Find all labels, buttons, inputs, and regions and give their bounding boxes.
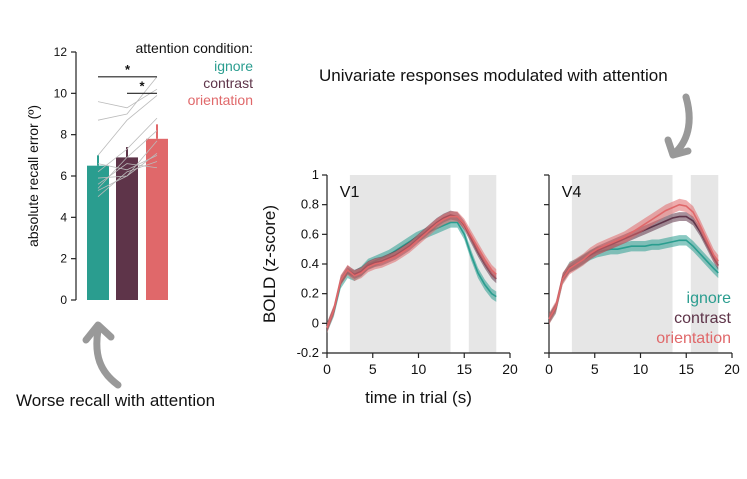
- subject-line: [97, 76, 158, 121]
- y-tick-label: 0: [60, 293, 67, 307]
- series-line-orientation: [548, 203, 719, 320]
- band-orientation: [549, 198, 719, 325]
- x-tick-label: 10: [633, 361, 649, 377]
- recall-error-bar-chart: 0 2 4 6 8 10 12 absolute recall error (º) * * atte…: [25, 40, 253, 307]
- subject-line: [97, 140, 158, 179]
- x-tick-label: 20: [502, 361, 518, 377]
- y-tick-label: 4: [60, 210, 67, 224]
- x-tick-label: 5: [369, 361, 377, 377]
- x-tick-label: 10: [411, 361, 427, 377]
- y-tick-label: 6: [60, 169, 67, 183]
- x-tick-label: 5: [591, 361, 599, 377]
- y-tick-label: 0.2: [301, 286, 319, 301]
- legend-contrast: contrast: [674, 310, 731, 327]
- x-tick-label: 20: [724, 361, 740, 377]
- y-tick-label: 8: [60, 128, 67, 142]
- subject-line: [97, 130, 158, 189]
- legend-ignore: ignore: [687, 290, 732, 307]
- subject-line: [97, 117, 158, 173]
- subject-line: [97, 95, 158, 156]
- v4-bold-timecourse-chart: 0 5 10 15 20 V4 ignore contrast orientation: [544, 174, 740, 377]
- y-tick-label: 0: [312, 315, 319, 330]
- panel-title: V4: [562, 184, 582, 201]
- subject-line: [97, 154, 158, 171]
- y-axis-label: BOLD (z-score): [260, 205, 279, 323]
- annotation-arrows: [82, 93, 693, 389]
- y-tick-label: 0.8: [301, 197, 319, 212]
- bar-ignore: [87, 165, 109, 300]
- y-tick-label: 1: [312, 167, 319, 182]
- legend-orientation: orientation: [656, 330, 731, 347]
- y-tick-label: -0.2: [297, 345, 319, 360]
- legend-orientation: orientation: [188, 92, 253, 108]
- x-tick-label: 15: [678, 361, 694, 377]
- right-caption: Univariate responses modulated with atte…: [319, 66, 668, 85]
- significance-star: *: [125, 62, 131, 77]
- y-tick-label: 2: [60, 252, 67, 266]
- y-tick-label: 10: [54, 86, 68, 100]
- curved-arrow-up: [93, 326, 122, 389]
- y-tick-label: 12: [54, 45, 68, 59]
- panel-title: V1: [340, 184, 360, 201]
- y-axis-label: absolute recall error (º): [25, 105, 41, 247]
- bar-contrast: [116, 157, 138, 300]
- x-tick-label: 0: [545, 361, 553, 377]
- x-axis-label: time in trial (s): [365, 388, 472, 407]
- significance-star: *: [139, 78, 145, 93]
- bar-orientation: [146, 138, 168, 300]
- subject-line: [97, 88, 158, 109]
- x-tick-label: 15: [456, 361, 472, 377]
- arrow-head-down: [664, 136, 692, 159]
- left-caption: Worse recall with attention: [16, 391, 216, 410]
- arrow-head-up: [82, 321, 115, 344]
- y-tick-label: 0.4: [301, 256, 319, 271]
- legend-title: attention condition:: [135, 40, 253, 56]
- x-tick-label: 0: [323, 361, 331, 377]
- curved-arrow-down: [672, 93, 693, 156]
- stimulus-period-shade: [571, 175, 673, 353]
- y-tick-label: 0.6: [301, 226, 319, 241]
- subject-line: [97, 161, 158, 197]
- legend-contrast: contrast: [203, 75, 253, 91]
- legend-ignore: ignore: [214, 58, 253, 74]
- band-orientation: [327, 211, 497, 333]
- series-line-orientation: [326, 215, 497, 329]
